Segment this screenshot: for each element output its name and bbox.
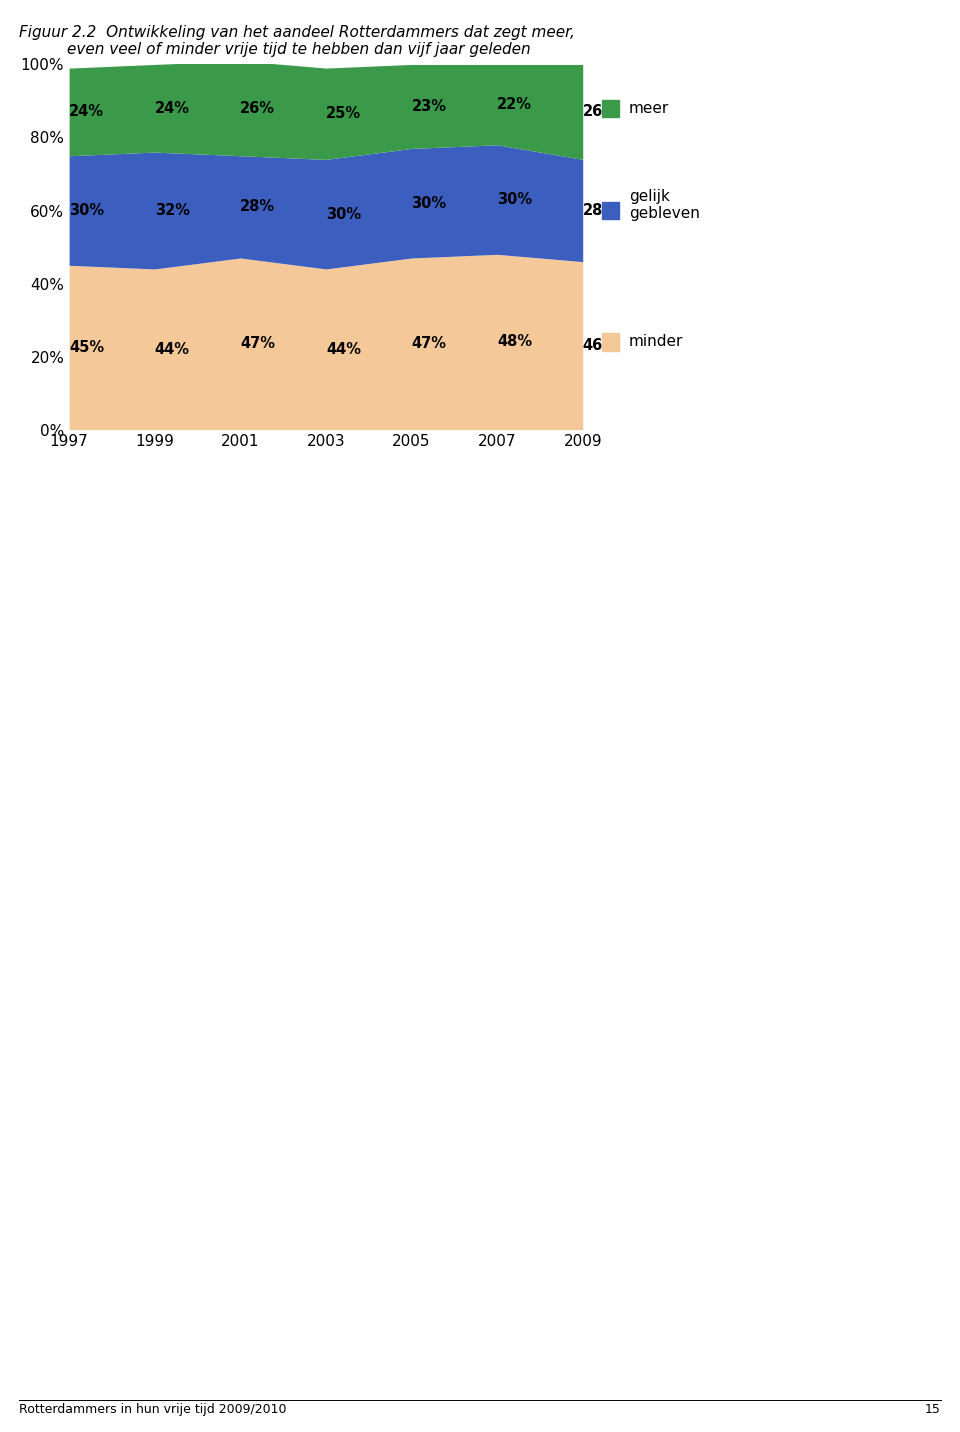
Text: 24%: 24% — [69, 105, 104, 119]
Text: 45%: 45% — [69, 339, 105, 355]
Text: 28%: 28% — [583, 203, 618, 218]
Text: 47%: 47% — [412, 337, 446, 351]
Text: 48%: 48% — [497, 335, 532, 349]
Text: 15: 15 — [924, 1403, 941, 1416]
Text: 26%: 26% — [583, 105, 617, 119]
Text: 26%: 26% — [240, 100, 276, 116]
Text: 30%: 30% — [325, 206, 361, 222]
Text: minder: minder — [629, 335, 684, 349]
Text: gelijk
gebleven: gelijk gebleven — [629, 189, 700, 221]
Text: meer: meer — [629, 100, 669, 116]
Text: 47%: 47% — [240, 337, 276, 351]
Text: 28%: 28% — [240, 199, 276, 215]
Text: 22%: 22% — [497, 97, 532, 112]
Text: 44%: 44% — [155, 342, 190, 357]
Text: 30%: 30% — [497, 192, 532, 208]
Text: 46%: 46% — [583, 338, 617, 354]
Text: 30%: 30% — [69, 203, 105, 218]
Text: 32%: 32% — [155, 203, 190, 218]
Text: Rotterdammers in hun vrije tijd 2009/2010: Rotterdammers in hun vrije tijd 2009/201… — [19, 1403, 287, 1416]
Text: 44%: 44% — [325, 342, 361, 357]
Text: 30%: 30% — [412, 196, 446, 211]
Text: even veel of minder vrije tijd te hebben dan vijf jaar geleden: even veel of minder vrije tijd te hebben… — [67, 43, 531, 57]
Text: 24%: 24% — [155, 100, 190, 116]
Text: 25%: 25% — [325, 106, 361, 122]
Text: 23%: 23% — [412, 99, 446, 115]
Text: Figuur 2.2  Ontwikkeling van het aandeel Rotterdammers dat zegt meer,: Figuur 2.2 Ontwikkeling van het aandeel … — [19, 26, 575, 40]
